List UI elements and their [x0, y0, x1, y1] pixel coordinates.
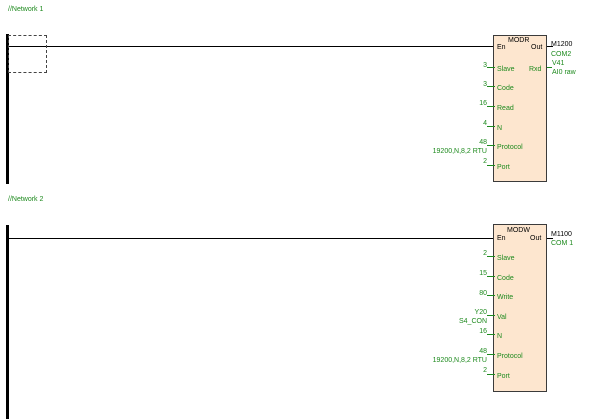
modw-write-line: [487, 295, 495, 296]
modw-protocol-value[interactable]: 48: [479, 348, 487, 355]
modr-out-pin: Out: [531, 44, 543, 51]
modw-write-value[interactable]: 80: [479, 290, 487, 297]
modw-output-comment: COM 1: [551, 240, 574, 247]
modw-slave-line: [487, 256, 495, 257]
modw-val-comment: S4_CON: [458, 318, 487, 325]
modr-rxd-line: [547, 67, 552, 68]
modw-out-pin: Out: [530, 235, 542, 242]
modw-n-pin: N: [497, 333, 503, 340]
modr-code-pin: Code: [497, 85, 514, 92]
modr-rxd-pin: Rxd: [529, 66, 542, 73]
modr-rxd-comment: AI0 raw: [552, 69, 576, 76]
modr-function-block[interactable]: [493, 35, 547, 182]
modw-port-value[interactable]: 2: [483, 367, 487, 374]
modr-n-line: [487, 126, 495, 127]
network-1-title: //Network 1: [8, 6, 44, 13]
modr-code-line: [487, 86, 495, 87]
modw-protocol-pin: Protocol: [497, 353, 523, 360]
modw-write-pin: Write: [497, 294, 514, 301]
modr-output-address: M1200: [551, 41, 573, 48]
modw-block-name: MODW: [507, 227, 530, 234]
modr-slave-value[interactable]: 3: [483, 62, 487, 69]
modw-output-line: [547, 238, 553, 239]
modr-output-comment: COM2: [551, 51, 572, 58]
modr-n-pin: N: [497, 125, 503, 132]
modw-code-pin: Code: [497, 275, 514, 282]
modr-read-pin: Read: [497, 105, 514, 112]
network-2-title: //Network 2: [8, 196, 44, 203]
modw-port-line: [487, 374, 495, 375]
modw-function-block[interactable]: [493, 224, 547, 392]
rung-line-2: [9, 238, 493, 239]
modw-code-line: [487, 276, 495, 277]
modw-n-value[interactable]: 16: [479, 328, 487, 335]
modr-protocol-comment: 19200,N,8,2 RTU: [432, 148, 487, 155]
modw-protocol-comment: 19200,N,8,2 RTU: [432, 357, 487, 364]
power-rail-2: [6, 225, 9, 419]
modr-protocol-line: [487, 145, 495, 146]
modw-port-pin: Port: [497, 373, 510, 380]
modw-slave-value[interactable]: 2: [483, 250, 487, 257]
modr-rxd-address: V41: [552, 60, 565, 67]
modw-protocol-line: [487, 354, 495, 355]
rung-line-1: [9, 46, 493, 47]
modr-port-line: [487, 165, 495, 166]
modr-n-value[interactable]: 4: [483, 120, 487, 127]
modw-val-value[interactable]: Y20: [474, 309, 487, 316]
modr-port-pin: Port: [497, 164, 510, 171]
modr-en-pin: En: [497, 44, 506, 51]
modr-read-line: [487, 106, 495, 107]
modr-port-value[interactable]: 2: [483, 158, 487, 165]
modr-protocol-value[interactable]: 48: [479, 139, 487, 146]
modr-read-value[interactable]: 16: [479, 100, 487, 107]
contact-selection-outline[interactable]: [8, 35, 47, 73]
power-rail-1: [6, 34, 9, 184]
modw-en-pin: En: [497, 235, 506, 242]
modr-slave-pin: Slave: [497, 66, 515, 73]
modr-slave-line: [487, 67, 495, 68]
modr-block-name: MODR: [508, 37, 530, 44]
modr-protocol-pin: Protocol: [497, 144, 523, 151]
modw-val-line: [487, 315, 495, 316]
modw-slave-pin: Slave: [497, 255, 515, 262]
modw-val-pin: Val: [497, 314, 507, 321]
modr-code-value[interactable]: 3: [483, 81, 487, 88]
modr-output-line: [547, 46, 553, 47]
modw-output-address: M1100: [551, 231, 572, 238]
modw-code-value[interactable]: 15: [479, 270, 487, 277]
modw-n-line: [487, 334, 495, 335]
